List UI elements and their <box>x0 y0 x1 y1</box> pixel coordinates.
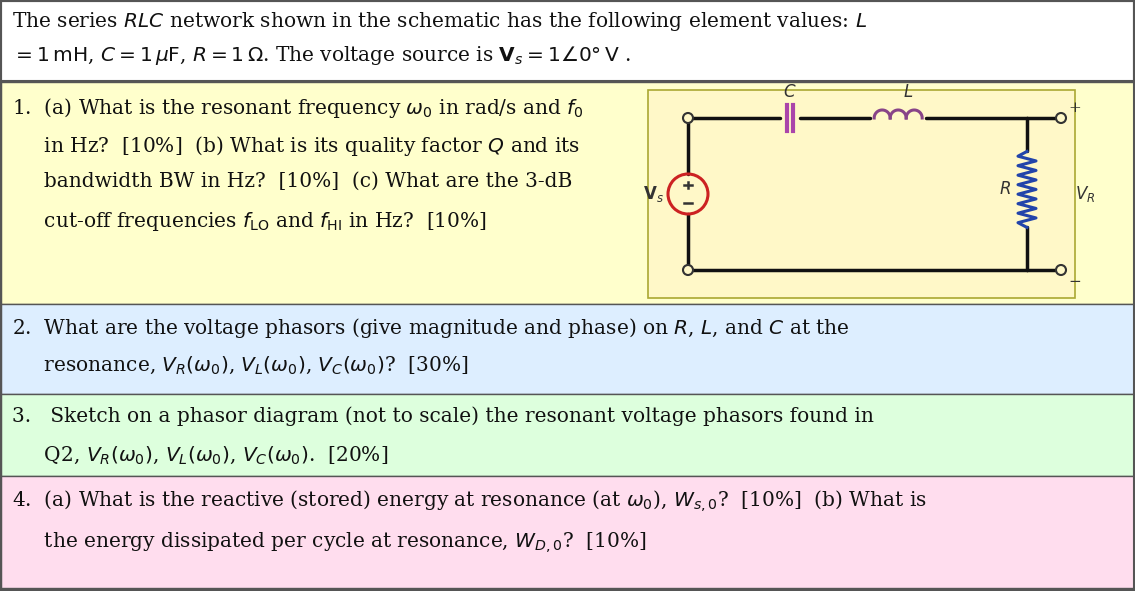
Bar <box>648 90 1075 298</box>
Bar <box>1 394 1134 476</box>
Text: 1.  (a) What is the resonant frequency $\omega_0$ in rad/s and $f_0$: 1. (a) What is the resonant frequency $\… <box>12 96 583 120</box>
Text: resonance, $V_R(\omega_0)$, $V_L(\omega_0)$, $V_C(\omega_0)$?  [30%]: resonance, $V_R(\omega_0)$, $V_L(\omega_… <box>12 354 469 376</box>
Circle shape <box>1056 265 1066 275</box>
Text: $V_R$: $V_R$ <box>1075 184 1095 204</box>
Text: $R$: $R$ <box>999 181 1011 198</box>
Circle shape <box>1056 113 1066 123</box>
Bar <box>1 1 1134 81</box>
Text: $\mathbf{V}_s$: $\mathbf{V}_s$ <box>644 184 664 204</box>
Text: +: + <box>1068 101 1081 115</box>
Text: 3.   Sketch on a phasor diagram (not to scale) the resonant voltage phasors foun: 3. Sketch on a phasor diagram (not to sc… <box>12 406 874 426</box>
Bar <box>1 304 1134 394</box>
Circle shape <box>683 113 693 123</box>
Text: $-$: $-$ <box>1068 273 1082 287</box>
Text: the energy dissipated per cycle at resonance, $W_{D,0}$?  [10%]: the energy dissipated per cycle at reson… <box>12 530 647 555</box>
Bar <box>1 476 1134 588</box>
Circle shape <box>683 265 693 275</box>
Bar <box>1 82 1134 304</box>
Text: Q2, $V_R(\omega_0)$, $V_L(\omega_0)$, $V_C(\omega_0)$.  [20%]: Q2, $V_R(\omega_0)$, $V_L(\omega_0)$, $V… <box>12 444 388 466</box>
Text: $= 1\,\mathrm{mH}$, $C = 1\,\mu\mathrm{F}$, $R = 1\,\Omega$. The voltage source : $= 1\,\mathrm{mH}$, $C = 1\,\mu\mathrm{F… <box>12 44 631 67</box>
Text: $L$: $L$ <box>903 84 914 101</box>
Text: The series $\mathit{RLC}$ network shown in the schematic has the following eleme: The series $\mathit{RLC}$ network shown … <box>12 10 867 33</box>
Text: bandwidth BW in Hz?  [10%]  (c) What are the 3-dB: bandwidth BW in Hz? [10%] (c) What are t… <box>12 172 572 191</box>
Text: cut-off frequencies $f_\mathrm{LO}$ and $f_\mathrm{HI}$ in Hz?  [10%]: cut-off frequencies $f_\mathrm{LO}$ and … <box>12 210 487 233</box>
Text: 2.  What are the voltage phasors (give magnitude and phase) on $R$, $L$, and $C$: 2. What are the voltage phasors (give ma… <box>12 316 850 340</box>
Text: in Hz?  [10%]  (b) What is its quality factor $Q$ and its: in Hz? [10%] (b) What is its quality fac… <box>12 134 580 158</box>
Text: $C$: $C$ <box>783 84 797 101</box>
Text: 4.  (a) What is the reactive (stored) energy at resonance (at $\omega_0$), $W_{s: 4. (a) What is the reactive (stored) ene… <box>12 488 926 514</box>
